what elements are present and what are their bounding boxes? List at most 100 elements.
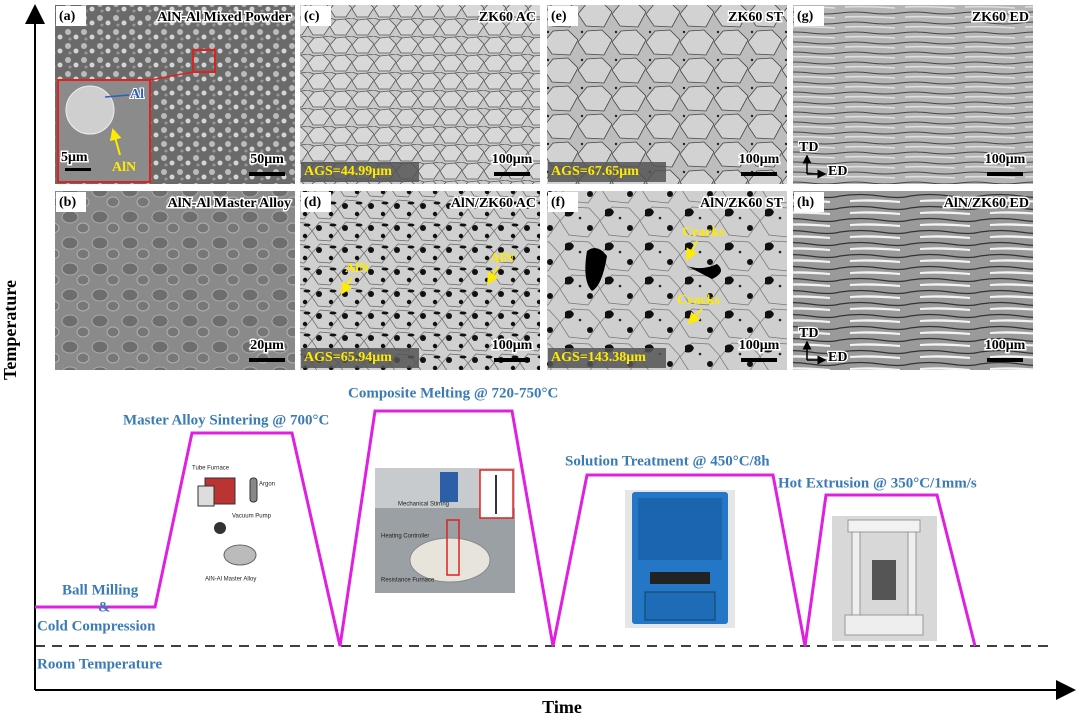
panel-title: ZK60 ED (972, 10, 1029, 25)
ags-bg (548, 348, 666, 368)
panel-letter-bg (794, 192, 824, 212)
equipment-label: Tube Furnace (192, 466, 230, 472)
panel-title: AlN/ZK60 ST (700, 196, 784, 211)
annotation: 5μm (61, 150, 88, 165)
panel-letter-bg (301, 192, 331, 212)
micrograph (55, 191, 295, 370)
extrusion-photo (832, 516, 937, 641)
scale-bar (987, 172, 1023, 176)
micrograph (300, 191, 540, 370)
panel: (g) ZK60 ED 100μm (793, 5, 1033, 184)
scale-bar-label: 100μm (492, 152, 533, 167)
melting-photo: Mechanical Stirring Heating Controller R… (375, 468, 515, 593)
scale-bar (987, 358, 1023, 362)
press-base (844, 614, 924, 636)
furnace-door (638, 498, 722, 560)
panel-letter: (e) (551, 9, 567, 24)
stage-label: Composite Melting @ 720-750°C (348, 385, 558, 401)
panel-letter: (a) (59, 9, 76, 24)
micrograph (300, 5, 540, 184)
scale-bar (249, 358, 285, 362)
panel-letter-bg (56, 6, 86, 26)
label-arrow (340, 276, 353, 295)
annotation: TD (799, 140, 818, 155)
annotation: Cracks (682, 225, 725, 240)
stage-label: & (98, 599, 111, 615)
label-arrow (104, 94, 130, 98)
y-axis-label: Temperature (0, 280, 20, 380)
stage-label: Hot Extrusion @ 350°C/1mm/s (778, 475, 977, 491)
stirrer-motor (440, 472, 458, 502)
panel-letter: (c) (304, 9, 320, 24)
scale-bar-label: 100μm (492, 338, 533, 353)
stage-label: Room Temperature (37, 656, 162, 672)
stage-label: Master Alloy Sintering @ 700°C (123, 412, 329, 428)
panel-letter-bg (548, 192, 578, 212)
panel-letter: (d) (304, 195, 321, 210)
vacuum-pump (214, 522, 226, 534)
scale-bar-label: 20μm (250, 338, 284, 353)
stage-label: Cold Compression (37, 618, 156, 634)
panel-letter: (h) (797, 195, 814, 210)
temperature-profile (35, 409, 977, 647)
panel-letter-bg (794, 6, 824, 26)
panel: (h) AlN/ZK60 ED 100μm (793, 191, 1033, 370)
ags-bg (301, 162, 419, 182)
panel-letter-bg (56, 192, 86, 212)
press-top (847, 519, 921, 533)
inset-connector (149, 71, 194, 81)
label-arrow (109, 128, 122, 156)
label-arrow (686, 240, 698, 261)
scale-bar (494, 172, 530, 176)
stirrer-marker (446, 519, 460, 576)
press-ram (872, 560, 896, 600)
ags-label: AGS=67.65μm (551, 164, 639, 179)
panel: (f) AlN/ZK60 ST 100μm AGS=143.38μm (547, 191, 787, 370)
scale-bar (741, 358, 777, 362)
ags-label: AGS=44.99μm (304, 164, 392, 179)
micrograph-panels: (a) AlN-Al Mixed Powder 50μm (b) AlN-Al Mast… (55, 5, 1033, 370)
panel-title: ZK60 AC (479, 10, 536, 25)
equipment-label: Argon (259, 482, 275, 488)
stage-label: Ball Milling (62, 582, 139, 598)
panel-title: AlN-Al Master Alloy (168, 196, 291, 211)
annotation: AlN (490, 251, 514, 266)
label-arrow (486, 266, 499, 285)
furnace-base (644, 591, 716, 621)
label-arrow (687, 308, 703, 325)
micrograph (793, 5, 1033, 184)
panel-letter-bg (548, 6, 578, 26)
argon-cylinder (249, 477, 258, 503)
alloy-ingot (223, 544, 257, 566)
equipment-label: AlN-Al Master Alloy (205, 577, 256, 583)
panel-title: AlN-Al Mixed Powder (157, 10, 291, 25)
furnace-body (197, 485, 215, 507)
annotation: Al (130, 87, 144, 102)
crack (585, 247, 721, 291)
panel: (d) AlN/ZK60 AC 100μm AGS=65.94μm (300, 191, 540, 370)
sintering-equipment: Tube Furnace Argon Vacuum Pump AlN-Al Ma… (192, 466, 275, 583)
annotation: TD (799, 326, 818, 341)
micrograph (793, 191, 1033, 370)
scale-bar (65, 168, 91, 171)
panel: (e) ZK60 ST 100μm AGS=67.65μm (547, 5, 787, 184)
panel: (c) ZK60 AC 100μm AGS=44.99μm (300, 5, 540, 184)
ags-label: AGS=143.38μm (551, 350, 646, 365)
annotation: ED (828, 350, 847, 365)
panel-title: ZK60 ST (728, 10, 784, 25)
scale-bar (249, 172, 285, 176)
annotation: ED (828, 164, 847, 179)
ags-bg (301, 348, 419, 368)
scale-bar-label: 100μm (739, 338, 780, 353)
furnace (409, 537, 491, 583)
equipment-label: Resistance Furnace (381, 578, 435, 584)
panel-letter: (g) (797, 9, 814, 24)
annotation: AlN (112, 160, 136, 175)
solution-furnace-photo (625, 490, 735, 628)
panel-letter-bg (301, 6, 331, 26)
equipment-label: Heating Controller (381, 534, 429, 540)
ags-bg (548, 162, 666, 182)
equipment-label: Mechanical Stirring (398, 502, 449, 508)
scale-bar (494, 358, 530, 362)
